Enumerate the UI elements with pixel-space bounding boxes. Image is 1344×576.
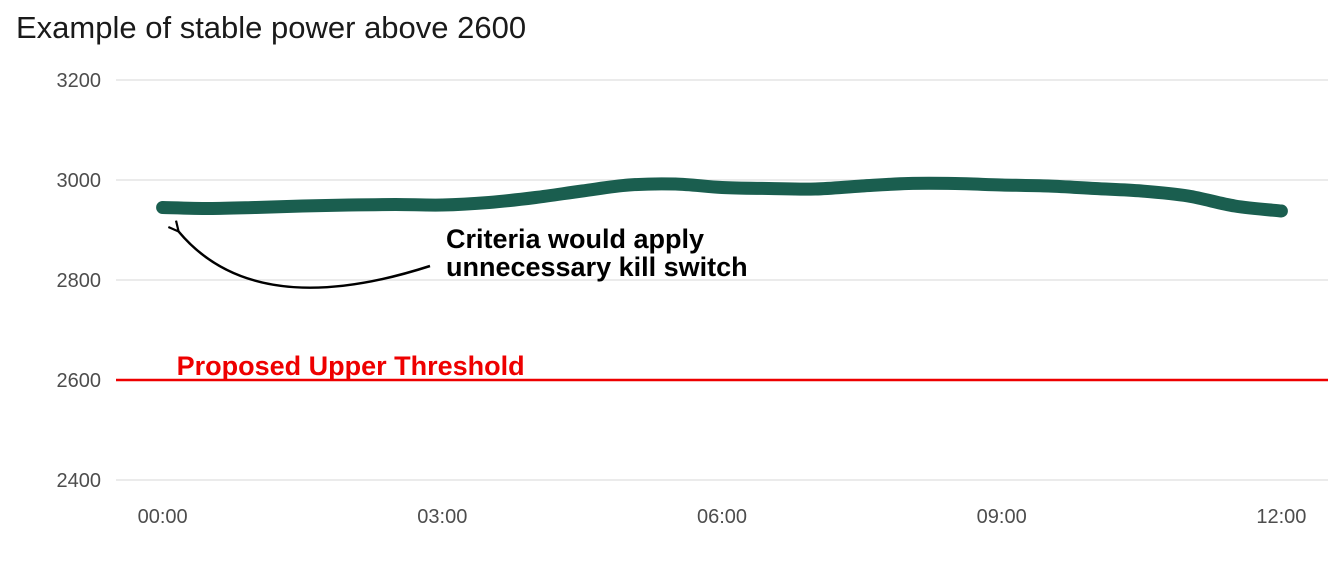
x-tick-label: 03:00 xyxy=(417,506,467,528)
annotation-arrow xyxy=(179,232,431,289)
y-tick-label: 2800 xyxy=(57,270,102,292)
chart-title: Example of stable power above 2600 xyxy=(16,10,527,45)
series-line xyxy=(156,176,1288,218)
annotation-text-line: Criteria would apply xyxy=(446,224,704,254)
x-tick-label: 09:00 xyxy=(977,506,1027,528)
x-tick-label: 12:00 xyxy=(1256,506,1306,528)
y-tick-label: 3000 xyxy=(57,170,102,192)
x-tick-label: 00:00 xyxy=(138,506,188,528)
threshold-label: Proposed Upper Threshold xyxy=(177,351,525,381)
y-tick-label: 3200 xyxy=(57,70,102,92)
annotation-text-line: unnecessary kill switch xyxy=(446,252,748,282)
y-tick-label: 2600 xyxy=(57,370,102,392)
x-tick-label: 06:00 xyxy=(697,506,747,528)
y-tick-label: 2400 xyxy=(57,470,102,492)
